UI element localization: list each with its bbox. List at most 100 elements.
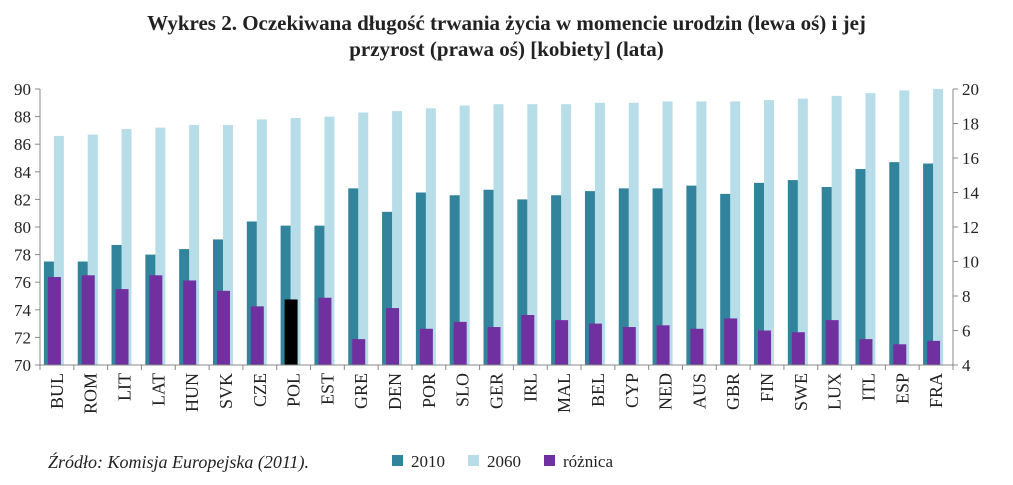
y-left-label-88: 88 xyxy=(14,108,31,127)
y-left-label-72: 72 xyxy=(14,328,31,347)
x-label-fin: FIN xyxy=(757,373,777,402)
y-left-label-76: 76 xyxy=(14,273,31,292)
x-label-aus: AUS xyxy=(689,373,709,409)
bar-2010-gbr xyxy=(720,193,731,365)
y-left-label-74: 74 xyxy=(14,301,32,320)
y-left-label-86: 86 xyxy=(14,135,31,154)
bar-2010-den xyxy=(382,211,393,365)
bar-2010-irl xyxy=(517,199,528,365)
bar-2010-lux xyxy=(821,186,832,365)
x-label-bul: BUL xyxy=(47,373,67,409)
bar-2060-irl xyxy=(527,104,538,366)
y-left-label-78: 78 xyxy=(14,246,31,265)
bar-2060-aus xyxy=(696,101,707,366)
y-left-label-84: 84 xyxy=(14,163,32,182)
bar-2060-slo xyxy=(459,105,470,365)
bar-2060-ned xyxy=(662,101,673,366)
x-label-slo: SLO xyxy=(453,373,473,407)
x-label-ger: GER xyxy=(487,373,507,409)
bar-roznica-gre xyxy=(352,339,366,365)
x-label-hun: HUN xyxy=(182,373,202,412)
x-label-irl: IRL xyxy=(520,373,540,402)
bar-2060-mal xyxy=(561,104,572,366)
y-right-label-10: 10 xyxy=(962,253,979,272)
bar-2010-est xyxy=(314,225,325,365)
bar-roznica-est xyxy=(318,297,332,365)
x-label-cyp: CYP xyxy=(622,373,642,408)
bar-roznica-irl xyxy=(521,314,535,365)
bar-roznica-lat xyxy=(149,275,163,365)
bar-roznica-ger xyxy=(487,327,501,365)
bar-2060-swe xyxy=(797,98,808,365)
bar-2060-pol xyxy=(290,117,301,365)
y-right-label-16: 16 xyxy=(962,149,979,168)
bar-2010-fra xyxy=(923,163,934,365)
legend-item-2010: 2010 xyxy=(392,452,445,472)
bar-2010-fin xyxy=(754,182,765,365)
bar-roznica-cyp xyxy=(622,327,636,365)
bar-2010-swe xyxy=(787,180,798,365)
bar-2010-por xyxy=(415,192,426,365)
bar-2010-mal xyxy=(551,195,562,365)
bar-2060-esp xyxy=(899,90,910,365)
legend-swatch-2060 xyxy=(468,455,479,466)
y-right-label-4: 4 xyxy=(962,356,971,375)
bar-2060-ger xyxy=(493,104,504,366)
legend-swatch-2010 xyxy=(392,455,403,466)
bar-roznica-ned xyxy=(656,325,670,365)
chart-title-line-2: przyrost (prawa oś) [kobiety] (lata) xyxy=(349,37,664,61)
bar-2060-bul xyxy=(53,135,64,365)
source-note: Źródło: Komisja Europejska (2011). xyxy=(48,452,309,472)
x-label-cze: CZE xyxy=(250,373,270,407)
y-right-label-6: 6 xyxy=(962,322,971,341)
bar-2010-ned xyxy=(652,188,663,365)
x-label-gre: GRE xyxy=(351,373,371,409)
y-right-label-12: 12 xyxy=(962,218,979,237)
bar-2060-est xyxy=(324,116,335,365)
x-label-esp: ESP xyxy=(892,373,912,404)
bar-roznica-lit xyxy=(115,289,129,365)
bar-2060-bel xyxy=(594,102,605,366)
bar-2060-den xyxy=(392,111,403,365)
bar-roznica-fin xyxy=(758,330,772,365)
x-label-lit: LIT xyxy=(115,373,135,401)
x-label-bel: BEL xyxy=(588,373,608,407)
bar-2060-lat xyxy=(155,127,166,365)
bar-roznica-lux xyxy=(825,320,839,365)
legend-label-roznica: różnica xyxy=(563,452,614,471)
bar-roznica-mal xyxy=(555,320,569,365)
bar-roznica-bel xyxy=(588,323,602,365)
bar-2010-cyp xyxy=(618,188,629,365)
x-label-mal: MAL xyxy=(554,373,574,413)
bar-roznica-fra xyxy=(927,340,941,365)
x-label-est: EST xyxy=(317,373,337,405)
legend-item-roznica: różnica xyxy=(544,452,613,472)
x-label-por: POR xyxy=(419,373,439,408)
x-label-pol: POL xyxy=(284,373,304,407)
y-left-label-90: 90 xyxy=(14,80,31,99)
x-label-lux: LUX xyxy=(825,373,845,410)
bar-2010-pol xyxy=(280,225,291,365)
bar-roznica-bul xyxy=(47,277,61,365)
y-left-label-82: 82 xyxy=(14,190,31,209)
bar-2010-aus xyxy=(686,185,697,365)
bar-2060-cyp xyxy=(628,102,639,366)
bar-2060-itl xyxy=(865,93,876,365)
x-label-ned: NED xyxy=(656,373,676,410)
bar-2010-gre xyxy=(348,188,359,365)
legend-label-2010: 2010 xyxy=(411,452,445,471)
legend-swatch-roznica xyxy=(544,455,555,466)
x-label-gbr: GBR xyxy=(723,373,743,410)
bar-roznica-aus xyxy=(690,328,704,365)
x-label-lat: LAT xyxy=(148,373,168,406)
legend-item-2060: 2060 xyxy=(468,452,521,472)
bar-2010-esp xyxy=(889,162,900,365)
bar-roznica-hun xyxy=(183,280,197,365)
bar-roznica-gbr xyxy=(724,318,738,365)
bar-2060-fra xyxy=(933,89,944,365)
x-label-itl: ITL xyxy=(858,373,878,401)
chart-title-line-1: Wykres 2. Oczekiwana długość trwania życ… xyxy=(147,11,866,35)
y-right-label-8: 8 xyxy=(962,287,971,306)
bar-roznica-svk xyxy=(216,290,230,365)
